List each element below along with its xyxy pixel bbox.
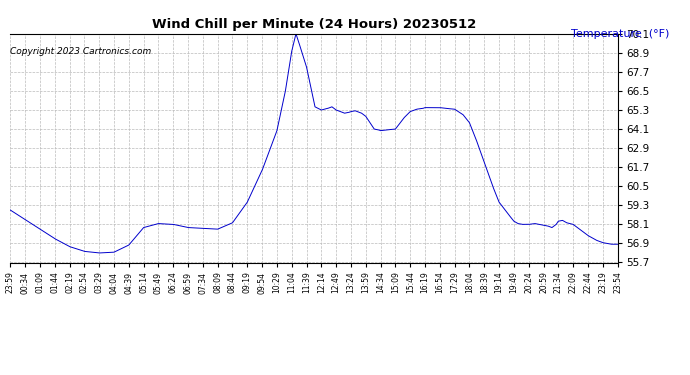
- Text: Copyright 2023 Cartronics.com: Copyright 2023 Cartronics.com: [10, 47, 152, 56]
- Title: Wind Chill per Minute (24 Hours) 20230512: Wind Chill per Minute (24 Hours) 2023051…: [152, 18, 476, 31]
- Text: Temperature  (°F): Temperature (°F): [571, 29, 669, 39]
